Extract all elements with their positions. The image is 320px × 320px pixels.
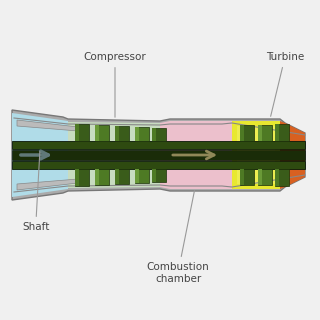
Bar: [240, 169, 244, 185]
Bar: [240, 125, 244, 141]
Bar: [240, 125, 254, 141]
Polygon shape: [17, 120, 78, 131]
Bar: [12, 150, 305, 160]
Bar: [240, 169, 254, 185]
Bar: [275, 124, 279, 141]
Bar: [135, 127, 139, 141]
Bar: [115, 169, 129, 184]
Polygon shape: [160, 121, 232, 189]
Bar: [75, 124, 89, 141]
Polygon shape: [237, 126, 275, 184]
Bar: [75, 169, 79, 186]
Bar: [135, 169, 139, 183]
Bar: [152, 169, 156, 182]
Text: Shaft: Shaft: [22, 152, 49, 232]
Bar: [275, 169, 289, 186]
Bar: [258, 125, 272, 141]
Bar: [135, 127, 149, 141]
Polygon shape: [17, 179, 78, 190]
Polygon shape: [280, 121, 305, 189]
Bar: [152, 169, 166, 182]
Polygon shape: [68, 122, 160, 188]
Text: Combustion
chamber: Combustion chamber: [147, 191, 209, 284]
Bar: [12, 161, 305, 169]
Bar: [258, 169, 262, 185]
Bar: [12, 141, 305, 149]
Bar: [152, 128, 166, 141]
Text: Compressor: Compressor: [84, 52, 146, 117]
Polygon shape: [12, 113, 68, 197]
Polygon shape: [232, 121, 280, 189]
Bar: [275, 169, 279, 186]
Bar: [115, 126, 119, 141]
Bar: [258, 169, 272, 185]
Bar: [152, 128, 156, 141]
Bar: [275, 124, 289, 141]
Bar: [258, 125, 262, 141]
Text: Turbine: Turbine: [266, 52, 304, 116]
Bar: [135, 169, 149, 183]
Bar: [115, 169, 119, 184]
Bar: [95, 169, 99, 185]
Bar: [75, 169, 89, 186]
Bar: [115, 126, 129, 141]
Bar: [75, 124, 79, 141]
Polygon shape: [12, 110, 305, 200]
Bar: [95, 169, 109, 185]
Bar: [95, 125, 99, 141]
Bar: [95, 125, 109, 141]
